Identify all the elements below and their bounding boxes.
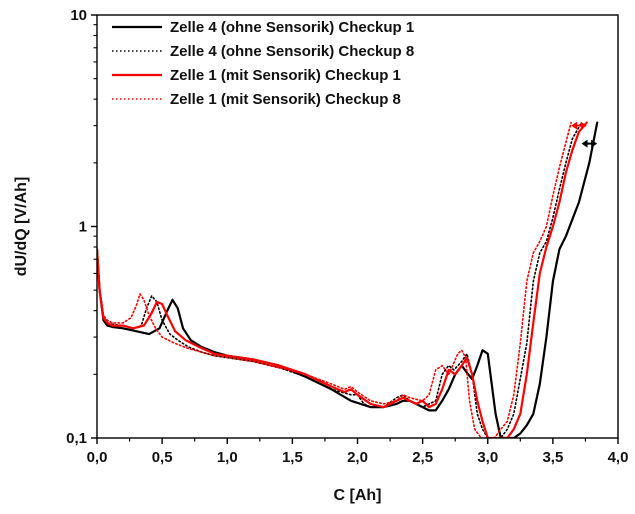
- series-line-2: [97, 121, 583, 438]
- red-arrow-head-left: [571, 121, 578, 130]
- x-tick-label: 1,5: [282, 449, 303, 466]
- x-tick-label: 2,5: [412, 449, 433, 466]
- x-tick-label: 2,0: [347, 449, 368, 466]
- capacity-shift-arrows: [571, 121, 598, 148]
- x-tick-label: 0,0: [87, 449, 108, 466]
- axes-layer: 0,0 0,5 1,0 1,5 2,0 2,5 3,0 3,5 4,0 0,1 1 10: [66, 7, 628, 466]
- series-layer: [97, 121, 599, 438]
- x-tick-label: 3,0: [477, 449, 498, 466]
- series-line-1: [97, 121, 599, 438]
- legend-label-4: Zelle 1 (mit Sensorik) Checkup 8: [170, 91, 401, 108]
- y-tick-label: 0,1: [66, 430, 87, 447]
- legend-label-3: Zelle 1 (mit Sensorik) Checkup 1: [170, 67, 401, 84]
- x-axis-title: C [Ah]: [334, 487, 382, 504]
- x-tick-label: 1,0: [217, 449, 238, 466]
- red-arrow-head-right: [580, 121, 587, 130]
- x-tick-label: 4,0: [608, 449, 629, 466]
- series-line-3: [97, 121, 588, 438]
- y-axis-title: dU/dQ [V/Ah]: [13, 177, 30, 277]
- legend: Zelle 4 (ohne Sensorik) Checkup 1 Zelle 4…: [112, 19, 414, 108]
- legend-label-2: Zelle 4 (ohne Sensorik) Checkup 8: [170, 43, 414, 60]
- black-arrow-head-right: [591, 139, 598, 148]
- y-tick-label: 1: [79, 219, 87, 236]
- series-line-4: [97, 121, 572, 438]
- x-tick-label: 0,5: [152, 449, 173, 466]
- y-tick-label: 10: [70, 7, 87, 24]
- black-arrow-head-left: [581, 139, 588, 148]
- legend-label-1: Zelle 4 (ohne Sensorik) Checkup 1: [170, 19, 414, 36]
- x-tick-label: 3,5: [542, 449, 563, 466]
